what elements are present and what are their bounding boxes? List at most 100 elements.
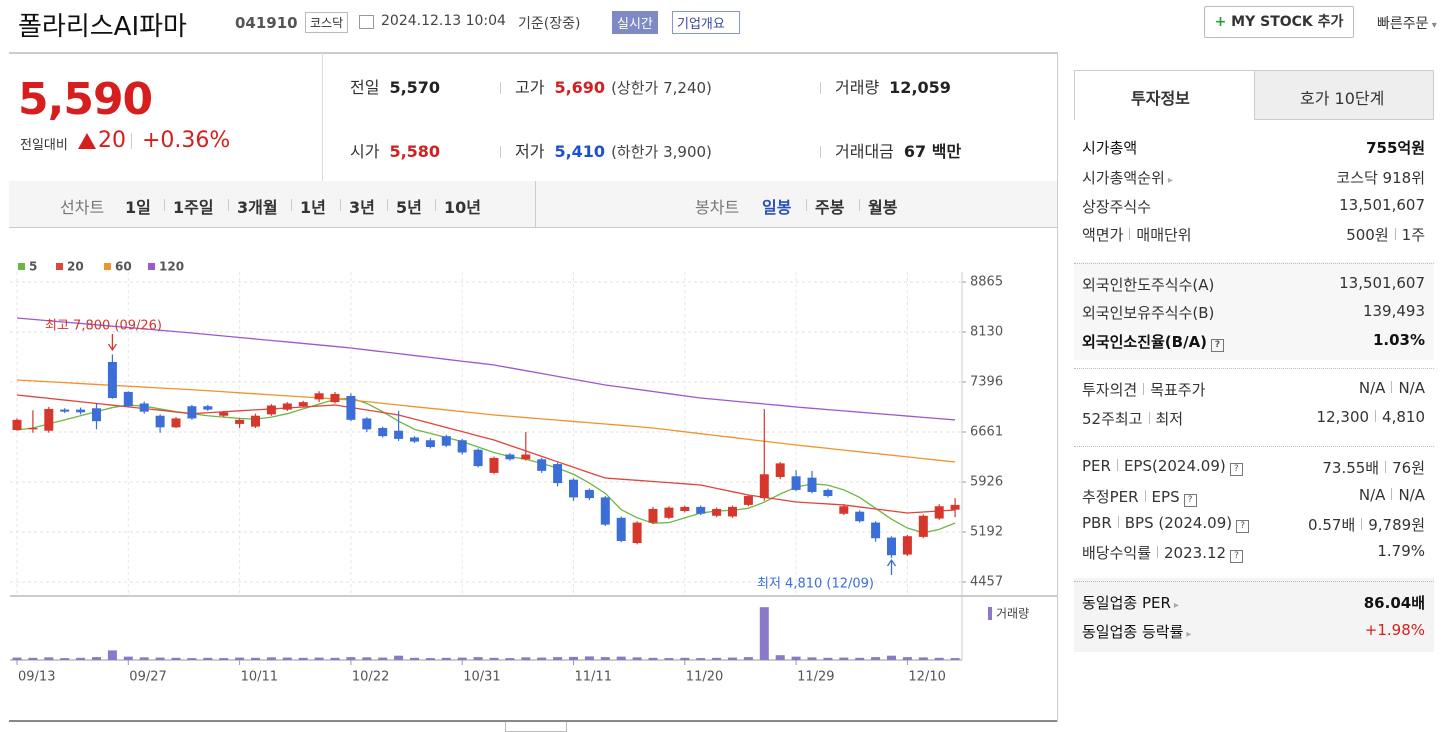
candle-body bbox=[823, 489, 833, 497]
volume-legend: 거래량 bbox=[996, 607, 1029, 621]
x-tick-label: 11/11 bbox=[575, 670, 612, 685]
candle-body bbox=[505, 454, 515, 460]
quote-value: 12,059 bbox=[889, 78, 951, 97]
section-line bbox=[1074, 581, 1434, 582]
volume-bar bbox=[187, 658, 197, 660]
company-label: 기업개요 bbox=[677, 17, 725, 32]
company-button[interactable]: 기업개요 bbox=[672, 11, 740, 34]
candle-body bbox=[107, 361, 117, 399]
info-value: 1.03% bbox=[1372, 331, 1425, 349]
period-tab[interactable]: 1일 bbox=[125, 198, 151, 217]
period-tab[interactable]: 1년 bbox=[300, 198, 326, 217]
info-labels: 추정PER EPS? bbox=[1082, 486, 1197, 507]
legend-swatch bbox=[148, 263, 155, 270]
info-row: 동일업종 PER ▸ 86.04배 bbox=[1082, 592, 1425, 613]
info-labels: 투자의견 목표주가 bbox=[1082, 379, 1205, 400]
info-labels: PER EPS(2024.09)? bbox=[1082, 457, 1243, 478]
candle-body bbox=[394, 430, 404, 439]
volume-bar bbox=[457, 657, 467, 660]
candle-tab[interactable]: 주봉 bbox=[815, 198, 845, 217]
volume-bar bbox=[60, 658, 70, 660]
candle-body bbox=[537, 459, 547, 471]
tab-label: 봉차트 bbox=[695, 198, 740, 217]
candle-body bbox=[123, 391, 133, 407]
candle-body bbox=[457, 440, 467, 453]
sep bbox=[1361, 518, 1363, 530]
sep bbox=[131, 133, 132, 149]
info-value: 755억원 bbox=[1366, 139, 1425, 157]
sep bbox=[387, 199, 388, 211]
sep bbox=[1129, 228, 1131, 240]
info-row: 시가총액 755억원 bbox=[1082, 137, 1425, 158]
plus-icon: + bbox=[1214, 14, 1232, 30]
info-value: N/A bbox=[1398, 379, 1425, 397]
y-tick-label: 4457 bbox=[970, 575, 1003, 590]
info-values: 1.79% bbox=[1377, 542, 1425, 563]
quote: 시가 5,580 bbox=[350, 138, 440, 162]
active-tab[interactable] bbox=[1074, 70, 1255, 120]
candle-body bbox=[807, 477, 817, 492]
change-label: 전일대비 bbox=[20, 138, 68, 153]
period-tab[interactable]: 1주일 bbox=[173, 198, 214, 217]
candle-body bbox=[298, 402, 308, 407]
info-value: 1주 bbox=[1401, 226, 1425, 244]
sep bbox=[340, 199, 341, 211]
mystock-button[interactable]: + MY STOCK 추가 bbox=[1204, 6, 1354, 38]
mystock-label: MY STOCK 추가 bbox=[1231, 14, 1344, 30]
period-tab[interactable]: 3년 bbox=[349, 198, 375, 217]
info-label: 외국인보유주식수(B) bbox=[1082, 304, 1215, 322]
sep bbox=[1385, 461, 1387, 473]
realtime-badge[interactable]: 실시간 bbox=[612, 11, 658, 34]
legend-swatch bbox=[104, 263, 111, 270]
candle-body bbox=[76, 409, 86, 413]
current-price: 5,590 bbox=[18, 74, 153, 125]
period-tab[interactable]: 10년 bbox=[444, 198, 481, 217]
candle-body bbox=[410, 437, 419, 442]
info-value: 코스닥 918위 bbox=[1336, 169, 1425, 187]
info-row: PBR BPS (2024.09)? 0.57배 9,789원 bbox=[1082, 514, 1425, 535]
info-row: 시가총액순위 ▸ 코스닥 918위 bbox=[1082, 167, 1425, 188]
candle-body bbox=[728, 506, 737, 517]
candle-tab[interactable]: 일봉 bbox=[762, 198, 792, 217]
candle-body bbox=[759, 474, 769, 499]
volume-bar bbox=[44, 657, 54, 660]
info-labels: 시가총액순위 ▸ bbox=[1082, 167, 1173, 188]
x-tick-label: 10/31 bbox=[463, 670, 500, 685]
info-row: 외국인소진율(B/A)? 1.03% bbox=[1082, 331, 1425, 352]
volume-bar bbox=[584, 656, 594, 660]
info-value: 73.55배 bbox=[1322, 459, 1380, 477]
candle-body bbox=[887, 537, 896, 556]
period-tab[interactable]: 5년 bbox=[396, 198, 422, 217]
info-value: N/A bbox=[1358, 379, 1386, 397]
candle-tab[interactable]: 월봉 bbox=[868, 198, 898, 217]
quick-order[interactable]: 빠른주문 ▾ bbox=[1377, 16, 1437, 32]
volume-bar bbox=[743, 657, 753, 660]
stock-name: 폴라리스AI파마 bbox=[18, 12, 187, 42]
info-tab[interactable]: 투자정보 bbox=[1131, 89, 1190, 108]
volume-bar bbox=[107, 650, 117, 660]
info-row: 상장주식수 13,501,607 bbox=[1082, 196, 1425, 217]
panel-border bbox=[1057, 52, 1058, 722]
sep bbox=[1391, 488, 1393, 500]
section-line bbox=[1074, 368, 1434, 369]
legend-swatch bbox=[18, 263, 25, 270]
candle-body bbox=[712, 508, 722, 516]
sep bbox=[1143, 383, 1145, 395]
info-labels: 외국인한도주식수(A) bbox=[1082, 274, 1214, 295]
volume-bar bbox=[664, 658, 674, 660]
info-values: 13,501,607 bbox=[1339, 274, 1425, 295]
legend-label: 60 bbox=[115, 260, 132, 274]
info-value: +1.98% bbox=[1364, 621, 1425, 639]
high-annotation: 최고 7,800 (09/26) bbox=[45, 319, 162, 334]
volume-bar bbox=[934, 657, 944, 660]
high-arrowhead bbox=[107, 343, 117, 352]
candle-body bbox=[219, 412, 229, 416]
candle-body bbox=[648, 508, 658, 523]
info-row: 투자의견 목표주가 N/A N/A bbox=[1082, 379, 1425, 400]
period-tab[interactable]: 3개월 bbox=[237, 198, 278, 217]
candle-body bbox=[171, 418, 181, 428]
info-label: 목표주가 bbox=[1150, 381, 1206, 399]
hoga-tab[interactable]: 호가 10단계 bbox=[1300, 89, 1385, 108]
low-annotation: 최저 4,810 (12/09) bbox=[757, 577, 874, 592]
info-values: 755억원 bbox=[1366, 137, 1425, 158]
